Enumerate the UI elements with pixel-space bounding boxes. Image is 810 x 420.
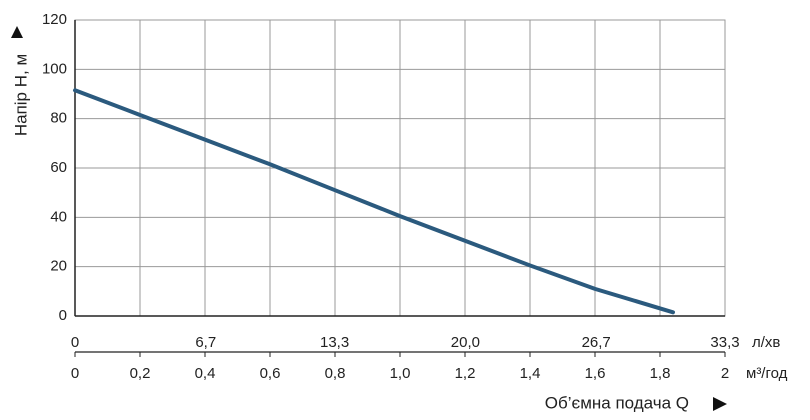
series-line bbox=[73, 88, 675, 315]
x-arrow bbox=[713, 397, 727, 411]
x2-tick-label: 20,0 bbox=[451, 334, 480, 351]
x-tick-label: 1,2 bbox=[455, 365, 476, 382]
y-tick-label: 120 bbox=[42, 11, 67, 28]
x-tick-label: 0,6 bbox=[260, 365, 281, 382]
x2-tick-label: 33,3 bbox=[710, 334, 739, 351]
x-tick-label: 1,0 bbox=[390, 365, 411, 382]
x2-tick-label: 26,7 bbox=[582, 334, 611, 351]
x-tick-label: 2 bbox=[721, 365, 729, 382]
x-tick-label: 1,4 bbox=[520, 365, 541, 382]
y-tick-label: 80 bbox=[50, 110, 67, 127]
x-tick-label: 0,4 bbox=[195, 365, 216, 382]
y-tick-label: 60 bbox=[50, 159, 67, 176]
x-tick-label: 0,8 bbox=[325, 365, 346, 382]
x-tick-label: 1,8 bbox=[650, 365, 671, 382]
x-tick-label: 1,6 bbox=[585, 365, 606, 382]
x-tick-label: 0 bbox=[71, 365, 79, 382]
y-tick-label: 0 bbox=[59, 307, 67, 324]
y-arrow bbox=[11, 26, 23, 38]
x2-unit: л/хв bbox=[752, 334, 780, 351]
y-tick-label: 20 bbox=[50, 258, 67, 275]
x-axis-label: Об’ємна подача Q bbox=[545, 393, 689, 412]
x2-tick-label: 0 bbox=[71, 334, 79, 351]
x2-tick-label: 6,7 bbox=[195, 334, 216, 351]
y-tick-label: 40 bbox=[50, 208, 67, 225]
y-axis-label: Напір H, м bbox=[11, 54, 30, 136]
x2-tick-label: 13,3 bbox=[320, 334, 349, 351]
y-tick-label: 100 bbox=[42, 60, 67, 77]
x-tick-label: 0,2 bbox=[130, 365, 151, 382]
x-unit: м³/год bbox=[746, 365, 788, 382]
